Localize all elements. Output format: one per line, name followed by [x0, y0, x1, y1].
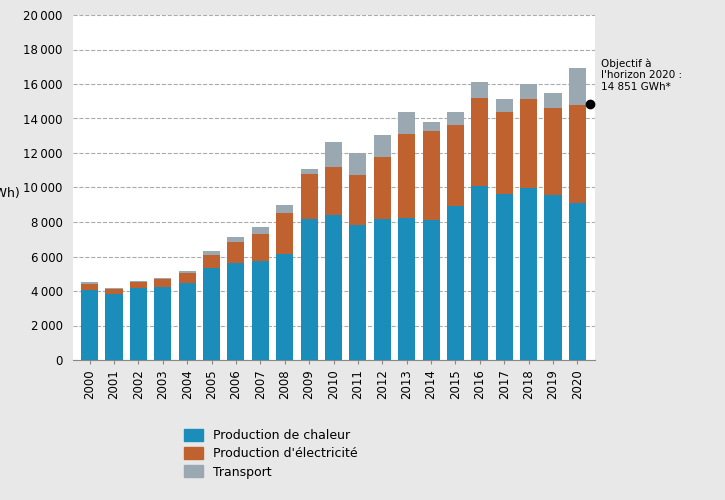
Bar — [178, 283, 196, 360]
Bar — [228, 242, 244, 264]
Bar — [374, 158, 391, 218]
Bar — [203, 268, 220, 360]
Bar — [471, 186, 489, 360]
Bar — [81, 282, 98, 284]
Legend: Production de chaleur, Production d'électricité, Transport: Production de chaleur, Production d'élec… — [178, 422, 364, 485]
Bar — [130, 288, 147, 360]
Bar — [325, 142, 342, 167]
Bar — [471, 98, 489, 186]
Bar — [252, 261, 269, 360]
Bar — [423, 122, 439, 130]
Bar — [105, 294, 123, 360]
Bar — [544, 108, 562, 196]
Bar — [349, 176, 366, 224]
Bar — [203, 252, 220, 255]
Bar — [349, 153, 366, 176]
Bar — [81, 290, 98, 360]
Bar — [276, 214, 293, 254]
Bar — [496, 112, 513, 194]
Bar — [178, 273, 196, 283]
Bar — [301, 174, 318, 218]
Bar — [496, 194, 513, 360]
Bar — [228, 236, 244, 242]
Bar — [398, 134, 415, 218]
Bar — [496, 98, 513, 112]
Bar — [569, 68, 586, 104]
Bar — [374, 135, 391, 158]
Bar — [154, 286, 171, 360]
Bar — [349, 224, 366, 360]
Bar — [398, 112, 415, 134]
Bar — [178, 271, 196, 273]
Bar — [544, 92, 562, 108]
Bar — [276, 254, 293, 360]
Bar — [154, 279, 171, 286]
Bar — [228, 264, 244, 360]
Bar — [423, 220, 439, 360]
Bar — [105, 290, 123, 294]
Bar — [447, 124, 464, 206]
Y-axis label: (GWh): (GWh) — [0, 188, 20, 200]
Bar — [203, 255, 220, 268]
Bar — [81, 284, 98, 290]
Bar — [520, 188, 537, 360]
Text: Objectif à
l'horizon 2020 :
14 851 GWh*: Objectif à l'horizon 2020 : 14 851 GWh* — [600, 58, 682, 92]
Bar — [544, 196, 562, 360]
Bar — [130, 281, 147, 282]
Bar — [252, 227, 269, 234]
Bar — [471, 82, 489, 98]
Bar — [520, 98, 537, 188]
Bar — [325, 215, 342, 360]
Bar — [105, 288, 123, 290]
Bar — [130, 282, 147, 288]
Bar — [447, 206, 464, 360]
Bar — [252, 234, 269, 261]
Bar — [374, 218, 391, 360]
Bar — [276, 205, 293, 214]
Bar — [301, 218, 318, 360]
Bar — [569, 203, 586, 360]
Bar — [423, 130, 439, 220]
Bar — [447, 112, 464, 124]
Bar — [154, 278, 171, 279]
Bar — [301, 168, 318, 173]
Bar — [398, 218, 415, 360]
Bar — [325, 167, 342, 215]
Bar — [520, 84, 537, 98]
Bar — [569, 104, 586, 203]
